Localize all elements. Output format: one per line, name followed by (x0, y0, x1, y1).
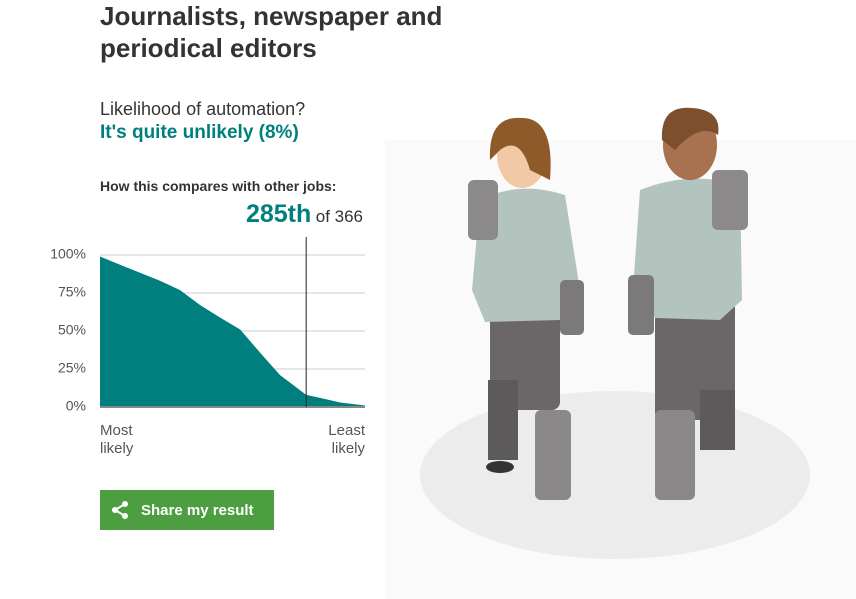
woman-hair (489, 117, 551, 180)
man-shoulder-armor (712, 170, 748, 230)
rank-line: 285th of 366 (200, 200, 363, 229)
woman-shoulder-armor (468, 180, 498, 240)
x-label-right: Least likely (328, 422, 365, 457)
man-hair (661, 107, 719, 150)
share-button[interactable]: Share my result (100, 490, 274, 530)
woman-leg-left (488, 380, 518, 460)
share-label: Share my result (141, 501, 254, 519)
y-tick-label: 100% (50, 246, 86, 262)
share-icon (112, 501, 128, 519)
y-tick-label: 50% (58, 322, 86, 338)
compare-label: How this compares with other jobs: (100, 178, 337, 194)
question: Likelihood of automation? (100, 99, 306, 119)
x-label-left: Most likely (100, 422, 134, 457)
y-tick-label: 25% (58, 360, 86, 376)
floor-shadow (420, 391, 810, 559)
title: Journalists, newspaper and periodical ed… (100, 1, 443, 63)
woman-shoe (486, 461, 514, 473)
man-arm-armor (628, 275, 654, 335)
woman-arm-armor (560, 280, 584, 335)
area (100, 256, 365, 407)
answer: It's quite unlikely (8%) (100, 122, 299, 143)
rank: 285th (245, 200, 312, 228)
man-leg-right (700, 390, 735, 450)
woman-torso (472, 188, 580, 322)
woman-leg-armor (535, 410, 571, 500)
total: of 366 (315, 207, 363, 226)
y-tick-label: 75% (58, 284, 86, 300)
man-leg-armor (655, 410, 695, 500)
illustration (385, 107, 856, 599)
y-tick-label: 0% (66, 398, 86, 414)
